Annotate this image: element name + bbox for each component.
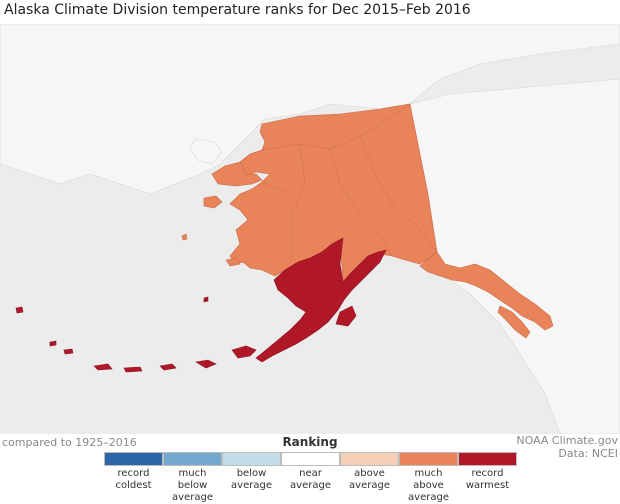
- legend-swatch: [222, 452, 281, 466]
- region-aleutians-mid: [195, 359, 217, 369]
- legend-swatch: [399, 452, 458, 466]
- legend-label-line2: coldest: [115, 480, 152, 491]
- credit-block: NOAA Climate.gov Data: NCEI: [516, 434, 618, 460]
- region-seward-peninsula: [211, 161, 263, 187]
- legend-title: Ranking: [282, 435, 338, 449]
- legend-item-much-below-average: much below average: [163, 452, 222, 504]
- baseline-note: compared to 1925–2016: [2, 436, 137, 449]
- legend-swatch: [458, 452, 517, 466]
- legend-label: below average: [222, 468, 281, 492]
- legend-label-line2: average: [408, 492, 449, 503]
- legend-label: record warmest: [458, 468, 517, 492]
- legend-label-line1: much above: [413, 468, 444, 491]
- region-kodiak: [335, 305, 357, 327]
- region-aleutians-west3: [93, 363, 113, 371]
- legend-label-line1: record: [471, 468, 504, 479]
- alaska-map: [0, 24, 620, 434]
- legend-label: much below average: [163, 468, 222, 504]
- map-title: Alaska Climate Division temperature rank…: [4, 2, 471, 18]
- legend-label-line1: record: [117, 468, 150, 479]
- legend-label-line1: near: [299, 468, 322, 479]
- legend-label-line2: average: [349, 480, 390, 491]
- region-aleutians-west5: [15, 306, 24, 314]
- chukotka-peninsula: [189, 138, 223, 165]
- island-st-lawrence: [203, 195, 223, 209]
- map-area: [0, 24, 620, 434]
- credit-data: Data: NCEI: [558, 447, 618, 460]
- legend-swatch: [281, 452, 340, 466]
- region-panhandle-islands: [497, 305, 531, 339]
- legend-label-line1: above: [354, 468, 385, 479]
- legend-item-near-average: near average: [281, 452, 340, 504]
- region-aleutians-west2: [123, 366, 143, 373]
- legend-item-much-above-average: much above average: [399, 452, 458, 504]
- legend-item-below-average: below average: [222, 452, 281, 504]
- region-southeast: [419, 251, 554, 331]
- legend-label: above average: [340, 468, 399, 492]
- legend-item-record-warmest: record warmest: [458, 452, 517, 504]
- legend-label: record coldest: [104, 468, 163, 492]
- legend-item-record-coldest: record coldest: [104, 452, 163, 504]
- region-aleutians-east: [231, 345, 257, 359]
- legend-label-line1: much below: [177, 468, 208, 491]
- region-aleutians-west1: [159, 363, 177, 371]
- region-bristol-bay: [255, 237, 387, 363]
- legend-label-line2: average: [290, 480, 331, 491]
- legend: record coldest much below average below …: [104, 452, 517, 504]
- russia-landmass: [0, 24, 620, 195]
- legend-swatch: [163, 452, 222, 466]
- legend-item-above-average: above average: [340, 452, 399, 504]
- island-nunivak: [225, 257, 241, 267]
- legend-label: near average: [281, 468, 340, 492]
- legend-swatch: [104, 452, 163, 466]
- legend-label-line2: warmest: [465, 480, 510, 491]
- region-aleutians-west4: [63, 348, 74, 355]
- legend-label: much above average: [399, 468, 458, 504]
- region-aleutians-west6: [49, 340, 57, 347]
- island-st-matthew: [181, 233, 188, 241]
- island-pribilof: [203, 296, 209, 303]
- canada-landmass: [409, 78, 620, 434]
- credit-source: NOAA Climate.gov: [516, 434, 618, 447]
- division-boundary-lines: [261, 103, 438, 260]
- legend-label-line2: average: [231, 480, 272, 491]
- legend-swatch: [340, 452, 399, 466]
- legend-label-line2: average: [172, 492, 213, 503]
- legend-label-line1: below: [236, 468, 267, 479]
